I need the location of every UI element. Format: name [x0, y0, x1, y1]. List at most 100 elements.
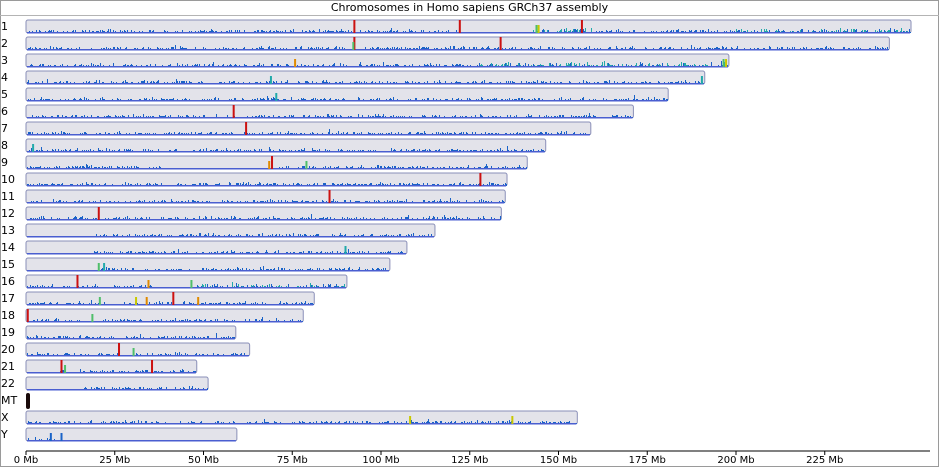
chromosome-body: [25, 240, 408, 255]
chromosome-baseline: [27, 100, 668, 102]
feature-marker: [64, 365, 67, 373]
chromosome-label: MT: [1, 394, 17, 407]
chromosome-row-17: 17: [1, 291, 315, 306]
chromosome-row-13: 13: [1, 223, 436, 238]
chromosome-baseline: [27, 168, 527, 170]
x-tick-label: 125 Mb: [451, 455, 488, 466]
chromosome-baseline: [27, 423, 577, 425]
x-tick-label: 0 Mb: [14, 455, 39, 466]
feature-marker: [580, 20, 583, 33]
x-tick-label: 75 Mb: [277, 455, 308, 466]
feature-marker: [305, 161, 308, 169]
chromosome-label: 2: [1, 37, 8, 50]
chromosome-baseline: [27, 440, 236, 442]
chromosome-label: 15: [1, 258, 15, 271]
chromosome-row-14: 14: [1, 240, 408, 255]
feature-marker: [49, 433, 52, 441]
feature-marker: [352, 42, 355, 50]
chromosome-label: 8: [1, 139, 8, 152]
feature-marker: [353, 20, 356, 33]
chromosome-label: 1: [1, 20, 8, 33]
chromosome-row-X: X: [1, 410, 578, 425]
chromosome-baseline: [27, 270, 389, 272]
x-tick-label: 150 Mb: [540, 455, 577, 466]
chromosome-row-Y: Y: [0, 427, 238, 442]
chromosome-baseline: [27, 389, 208, 391]
chromosome-body: [25, 36, 890, 51]
chromosome-baseline: [27, 287, 346, 289]
chromosome-row-18: 18: [1, 308, 304, 323]
feature-marker: [26, 309, 29, 322]
chromosome-body: [25, 427, 238, 442]
feature-marker: [232, 105, 235, 118]
chromosome-label: 14: [1, 241, 15, 254]
feature-marker: [294, 59, 297, 67]
chromosome-row-MT: MT: [1, 393, 30, 409]
chromosome-label: 19: [1, 326, 15, 339]
chromosome-label: Y: [0, 428, 8, 441]
chromosome-baseline: [27, 151, 545, 153]
chromosome-label: 22: [1, 377, 15, 390]
feature-marker: [245, 122, 248, 135]
chromosome-label: 9: [1, 156, 8, 169]
chromosome-label: 16: [1, 275, 15, 288]
chromosome-baseline: [27, 372, 196, 374]
x-tick-label: 175 Mb: [629, 455, 666, 466]
chromosome-row-19: 19: [1, 325, 237, 340]
chromosome-row-3: 3: [1, 53, 730, 68]
x-axis: 0 Mb 25 Mb 50 Mb 75 Mb 100 Mb 125 Mb 150 Mb 175…: [14, 450, 930, 466]
feature-marker: [60, 433, 63, 441]
chromosome-row-16: 16: [1, 274, 348, 289]
x-tick-label: 50 Mb: [188, 455, 219, 466]
feature-marker: [271, 156, 274, 169]
chromosome-label: 21: [1, 360, 15, 373]
feature-marker: [269, 76, 272, 84]
chromosome-row-9: 9: [1, 155, 528, 170]
chromosome-row-12: 12: [1, 206, 502, 221]
chromosome-row-4: 4: [1, 70, 706, 85]
chromosome-baseline: [27, 321, 303, 323]
chromosome-row-10: 10: [1, 172, 508, 187]
chromosome-label: 5: [1, 88, 8, 101]
feature-marker: [328, 190, 331, 203]
chromosome-label: 4: [1, 71, 8, 84]
chromosome-row-8: 8: [1, 138, 547, 153]
feature-marker: [103, 263, 106, 271]
chromosome-baseline: [27, 66, 728, 68]
feature-marker: [275, 93, 278, 101]
feature-marker: [172, 292, 175, 305]
feature-marker: [135, 297, 138, 305]
chromosome-body: [25, 87, 669, 102]
chromosome-row-15: 15: [1, 257, 391, 272]
chromosome-baseline: [27, 117, 633, 119]
x-tick-label: 200 Mb: [717, 455, 754, 466]
chromosome-baseline: [27, 338, 235, 340]
chromosome-row-2: 2: [1, 36, 890, 51]
feature-marker: [132, 348, 135, 356]
feature-marker: [535, 25, 538, 33]
feature-marker: [91, 314, 94, 322]
chromosome-label: 7: [1, 122, 8, 135]
feature-marker: [151, 360, 154, 373]
chromosome-row-21: 21: [1, 359, 198, 374]
chromosome-label: 10: [1, 173, 15, 186]
x-tick-label: 25 Mb: [99, 455, 130, 466]
chromosome-baseline: [27, 202, 505, 204]
chromosome-baseline: [27, 355, 249, 357]
feature-marker: [32, 144, 35, 152]
chromosome-body: [25, 223, 436, 238]
chromosome-baseline: [27, 83, 704, 85]
feature-marker: [511, 416, 514, 424]
feature-marker: [344, 246, 347, 254]
chromosome-row-11: 11: [1, 189, 506, 204]
chromosome-row-22: 22: [1, 376, 209, 391]
feature-marker: [700, 76, 703, 84]
feature-marker: [499, 37, 502, 50]
feature-marker: [479, 173, 482, 186]
chromosome-row-1: 1: [1, 19, 912, 34]
feature-marker: [60, 360, 63, 373]
chromosome-label: 17: [1, 292, 15, 305]
chromosome-baseline: [27, 219, 501, 221]
